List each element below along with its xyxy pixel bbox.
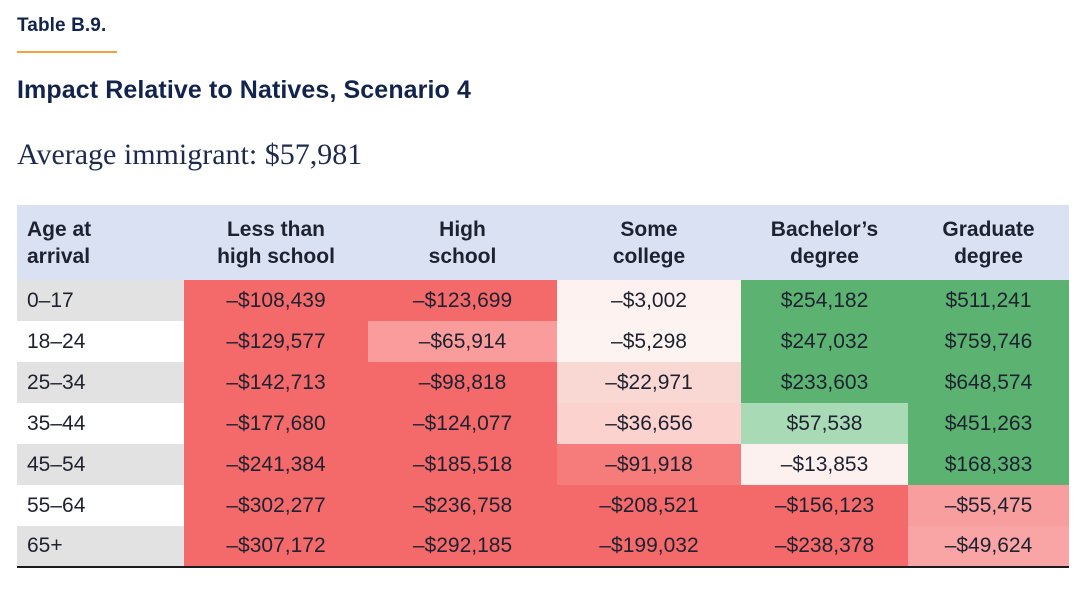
column-header-graduate-degree: Graduate degree (908, 205, 1069, 280)
impact-cell: –$185,518 (368, 444, 557, 485)
impact-cell: –$124,077 (368, 403, 557, 444)
impact-cell: –$55,475 (908, 485, 1069, 526)
impact-cell: –$13,853 (741, 444, 908, 485)
impact-cell: $168,383 (908, 444, 1069, 485)
impact-cell: –$108,439 (184, 280, 368, 321)
impact-cell: –$156,123 (741, 485, 908, 526)
age-row-label: 25–34 (17, 362, 184, 403)
impact-cell: –$36,656 (557, 403, 741, 444)
impact-cell: $759,746 (908, 321, 1069, 362)
impact-cell: –$177,680 (184, 403, 368, 444)
impact-cell: –$142,713 (184, 362, 368, 403)
impact-cell: –$302,277 (184, 485, 368, 526)
impact-cell: –$238,378 (741, 526, 908, 567)
impact-table: Age at arrival Less than high school Hig… (17, 205, 1069, 568)
table-number: Table B.9. (17, 15, 107, 36)
age-row-label: 55–64 (17, 485, 184, 526)
impact-cell: –$208,521 (557, 485, 741, 526)
impact-cell: –$98,818 (368, 362, 557, 403)
impact-cell: $451,263 (908, 403, 1069, 444)
impact-cell: –$236,758 (368, 485, 557, 526)
impact-cell: –$49,624 (908, 526, 1069, 567)
impact-cell: –$123,699 (368, 280, 557, 321)
impact-cell: –$91,918 (557, 444, 741, 485)
age-row-label: 65+ (17, 526, 184, 567)
table-row: 55–64 –$302,277 –$236,758 –$208,521 –$15… (17, 485, 1069, 526)
column-header-less-than-high-school: Less than high school (184, 205, 368, 280)
table-row: 18–24 –$129,577 –$65,914 –$5,298 $247,03… (17, 321, 1069, 362)
impact-cell: –$199,032 (557, 526, 741, 567)
impact-cell: $247,032 (741, 321, 908, 362)
impact-cell: –$65,914 (368, 321, 557, 362)
impact-cell: –$5,298 (557, 321, 741, 362)
age-row-label: 0–17 (17, 280, 184, 321)
impact-cell: $254,182 (741, 280, 908, 321)
impact-cell: –$129,577 (184, 321, 368, 362)
age-row-label: 35–44 (17, 403, 184, 444)
impact-cell: $57,538 (741, 403, 908, 444)
column-header-high-school: High school (368, 205, 557, 280)
impact-cell: $511,241 (908, 280, 1069, 321)
average-immigrant-line: Average immigrant: $57,981 (17, 138, 363, 171)
accent-rule (17, 51, 117, 53)
impact-cell: $233,603 (741, 362, 908, 403)
impact-cell: –$307,172 (184, 526, 368, 567)
impact-cell: –$241,384 (184, 444, 368, 485)
table-row: 0–17 –$108,439 –$123,699 –$3,002 $254,18… (17, 280, 1069, 321)
age-row-label: 18–24 (17, 321, 184, 362)
impact-cell: –$292,185 (368, 526, 557, 567)
table-title: Impact Relative to Natives, Scenario 4 (17, 76, 471, 104)
impact-cell: $648,574 (908, 362, 1069, 403)
column-header-age-at-arrival: Age at arrival (17, 205, 184, 280)
table-row: 65+ –$307,172 –$292,185 –$199,032 –$238,… (17, 526, 1069, 567)
age-row-label: 45–54 (17, 444, 184, 485)
column-header-bachelors-degree: Bachelor’s degree (741, 205, 908, 280)
impact-cell: –$22,971 (557, 362, 741, 403)
header-row: Age at arrival Less than high school Hig… (17, 205, 1069, 280)
table-row: 25–34 –$142,713 –$98,818 –$22,971 $233,6… (17, 362, 1069, 403)
impact-cell: –$3,002 (557, 280, 741, 321)
table-row: 45–54 –$241,384 –$185,518 –$91,918 –$13,… (17, 444, 1069, 485)
table-row: 35–44 –$177,680 –$124,077 –$36,656 $57,5… (17, 403, 1069, 444)
column-header-some-college: Some college (557, 205, 741, 280)
